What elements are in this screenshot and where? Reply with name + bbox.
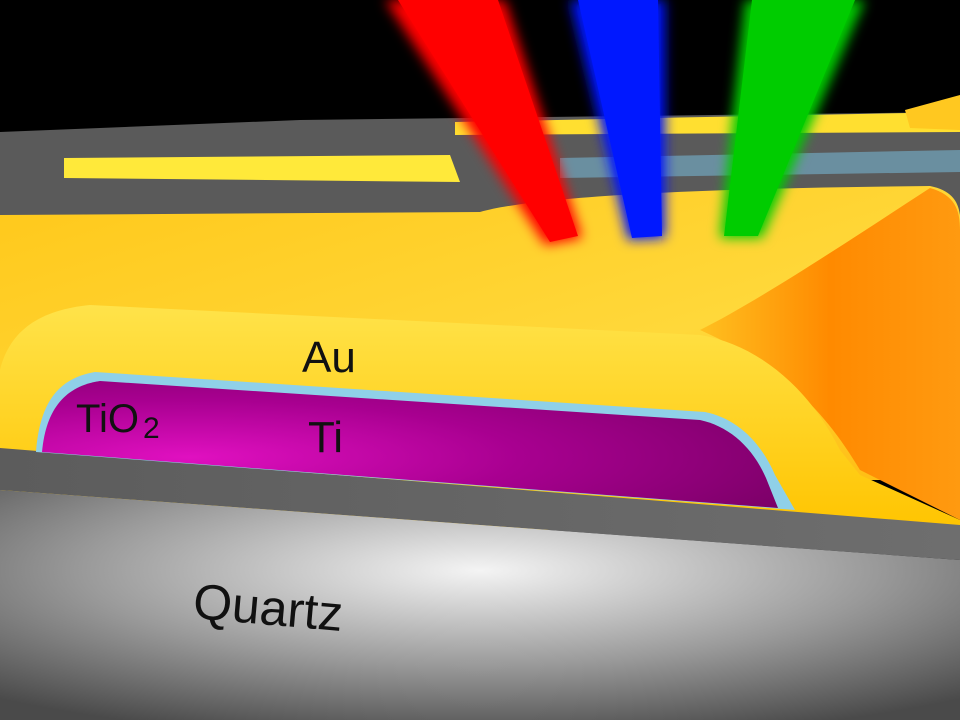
far-gold-strip-right-block [905,95,960,130]
laser-beams [385,0,865,245]
tio2-label-subscript: 2 [143,412,160,445]
tio2-label-main: TiO [76,397,139,441]
gold-side-slope [700,188,960,520]
ti-layer [42,381,778,508]
au-label: Au [302,333,356,382]
far-gold-strip-right [455,112,960,135]
tio2-label: TiO 2 [76,397,160,445]
ti-label: Ti [308,413,343,462]
green-beam-core [724,0,855,236]
far-gold-strip-left [64,155,460,182]
quartz-top-face [0,448,960,560]
red-beam-core [398,0,578,242]
quartz-label: Quartz [191,573,345,642]
blue-beam-core [578,0,662,238]
quartz-substrate [0,490,960,720]
